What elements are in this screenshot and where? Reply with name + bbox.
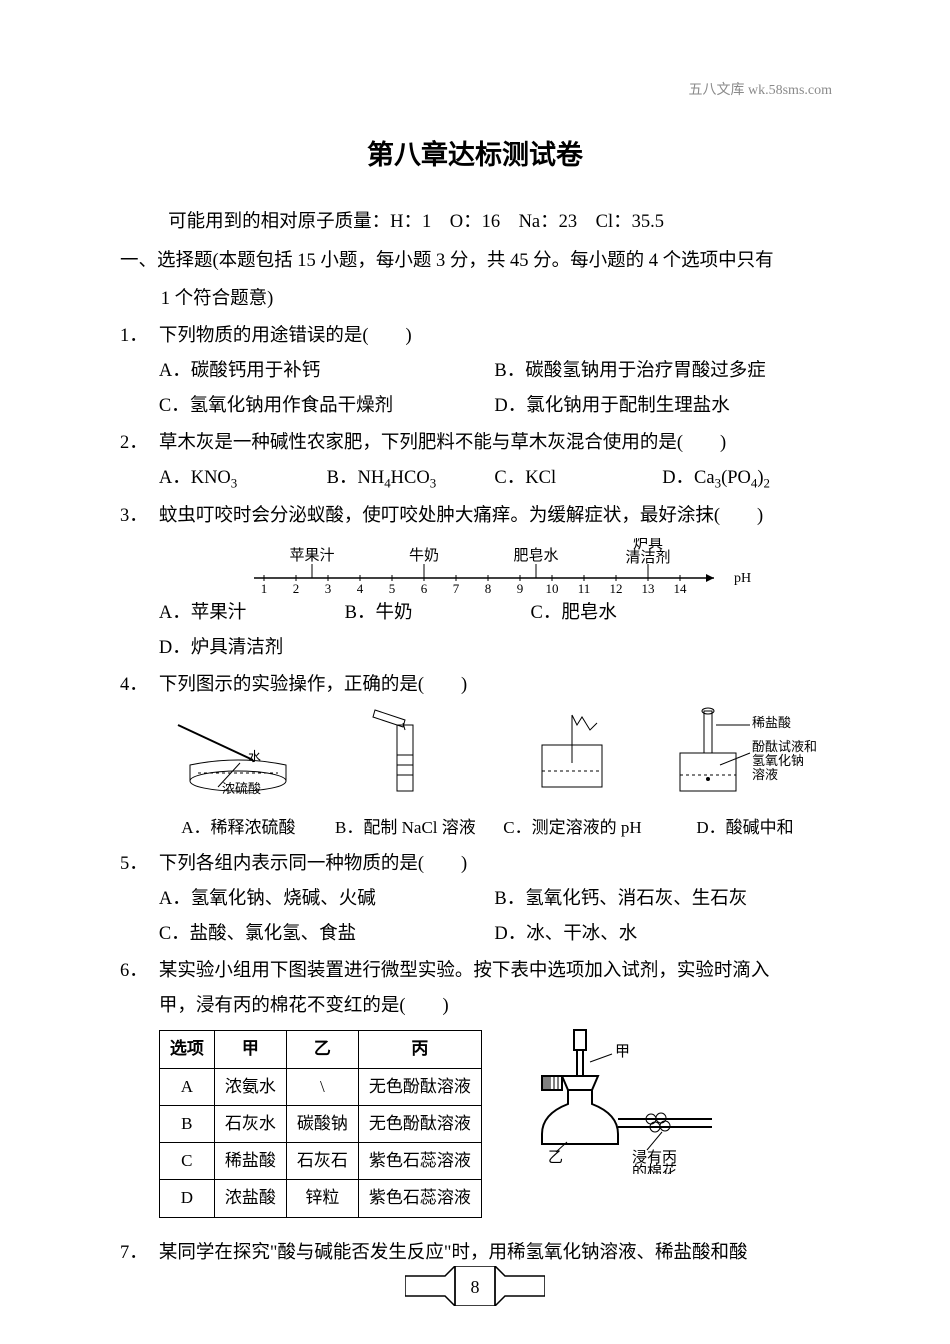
question-2: 2． 草木灰是一种碱性农家肥，下列肥料不能与草木灰混合使用的是( ): [120, 426, 830, 461]
q4-number: 4．: [120, 668, 159, 703]
svg-text:10: 10: [546, 581, 559, 596]
q4-cap-a: A．稀释浓硫酸: [159, 812, 318, 844]
watermark: 五八文库 wk.58sms.com: [689, 78, 833, 105]
q1-opt-c: C．氢氧化钠用作食品干燥剂: [159, 389, 495, 424]
question-4: 4． 下列图示的实验操作，正确的是( ): [120, 668, 830, 703]
q7-number: 7．: [120, 1236, 159, 1271]
q2-text: 草木灰是一种碱性农家肥，下列肥料不能与草木灰混合使用的是( ): [159, 426, 830, 461]
q4-cap-b: B．配制 NaCl 溶液: [326, 812, 485, 844]
q4-fig-c: C．测定溶液的 pH: [493, 705, 652, 844]
page-title: 第八章达标测试卷: [120, 130, 830, 181]
q1-opt-a: A．碳酸钙用于补钙: [159, 354, 495, 389]
ph-scale-svg: 1 2 3 4 5 6 7 8 9 10 11 12 13 14 pH 苹果汁 …: [234, 538, 754, 598]
table-row: D 浓盐酸 锌粒 紫色石蕊溶液: [159, 1180, 481, 1217]
q2-options: A．KNO3 B．NH4HCO3 C．KCl D．Ca3(PO4)2: [120, 461, 830, 496]
svg-text:11: 11: [578, 581, 591, 596]
page-number: 8: [471, 1277, 480, 1297]
svg-text:2: 2: [293, 581, 300, 596]
q6-table: 选项 甲 乙 丙 A 浓氨水 \ 无色酚酞溶液 B 石灰水 碳酸钠 无色酚酞溶液…: [159, 1030, 482, 1217]
q3-opt-d: D．炉具清洁剂: [159, 631, 293, 666]
svg-text:浓硫酸: 浓硫酸: [222, 781, 261, 796]
question-6: 6． 某实验小组用下图装置进行微型实验。按下表中选项加入试剂，实验时滴入: [120, 954, 830, 989]
q6-text-line2: 甲，浸有丙的棉花不变红的是( ): [120, 989, 830, 1024]
q2-opt-c: C．KCl: [494, 461, 662, 496]
svg-text:7: 7: [453, 581, 460, 596]
th-yi: 乙: [286, 1031, 358, 1068]
svg-text:8: 8: [485, 581, 492, 596]
svg-text:9: 9: [517, 581, 524, 596]
q1-opt-b: B．碳酸氢钠用于治疗胃酸过多症: [494, 354, 830, 389]
svg-text:稀盐酸: 稀盐酸: [752, 715, 791, 730]
svg-text:苹果汁: 苹果汁: [290, 547, 335, 564]
q4-fig-b: B．配制 NaCl 溶液: [326, 705, 485, 844]
q4-figures: 水 浓硫酸 A．稀释浓硫酸 B．配制 NaCl 溶液 C．测定溶液的 pH: [120, 705, 830, 844]
table-row: C 稀盐酸 石灰石 紫色石蕊溶液: [159, 1143, 481, 1180]
section-1-line1: 一、选择题(本题包括 15 小题，每小题 3 分，共 45 分。每小题的 4 个…: [120, 244, 830, 279]
q5-opt-d: D．冰、干冰、水: [494, 917, 830, 952]
svg-text:清洁剂: 清洁剂: [626, 549, 671, 566]
q5-opt-b: B．氢氧化钙、消石灰、生石灰: [494, 882, 830, 917]
q4-text: 下列图示的实验操作，正确的是( ): [159, 668, 830, 703]
q3-opt-c: C．肥皂水: [531, 596, 692, 631]
svg-text:5: 5: [389, 581, 396, 596]
q6-number: 6．: [120, 954, 159, 989]
th-option: 选项: [159, 1031, 214, 1068]
svg-text:pH: pH: [734, 571, 751, 586]
th-jia: 甲: [214, 1031, 286, 1068]
q6-text: 某实验小组用下图装置进行微型实验。按下表中选项加入试剂，实验时滴入: [159, 954, 830, 989]
q3-options: A．苹果汁 B．牛奶 C．肥皂水 D．炉具清洁剂: [120, 596, 830, 666]
q5-text: 下列各组内表示同一种物质的是( ): [159, 847, 830, 882]
svg-text:乙: 乙: [548, 1150, 563, 1166]
page-number-badge: 8: [405, 1266, 545, 1306]
svg-text:4: 4: [357, 581, 364, 596]
svg-text:14: 14: [674, 581, 688, 596]
q6-apparatus-svg: 甲 乙 浸有丙 的棉花: [512, 1024, 742, 1174]
q4-cap-c: C．测定溶液的 pH: [493, 812, 652, 844]
svg-text:氢氧化钠: 氢氧化钠: [752, 753, 804, 768]
table-row: B 石灰水 碳酸钠 无色酚酞溶液: [159, 1105, 481, 1142]
q5-number: 5．: [120, 847, 159, 882]
q1-opt-d: D．氯化钠用于配制生理盐水: [494, 389, 830, 424]
svg-text:的棉花: 的棉花: [632, 1163, 677, 1174]
q2-number: 2．: [120, 426, 159, 461]
svg-text:12: 12: [610, 581, 623, 596]
q2-opt-a: A．KNO3: [159, 461, 327, 496]
q3-number: 3．: [120, 499, 159, 534]
question-5: 5． 下列各组内表示同一种物质的是( ): [120, 847, 830, 882]
th-bing: 丙: [358, 1031, 481, 1068]
q4-fig-a: 水 浓硫酸 A．稀释浓硫酸: [159, 705, 318, 844]
q3-ph-figure: 1 2 3 4 5 6 7 8 9 10 11 12 13 14 pH 苹果汁 …: [120, 538, 830, 598]
svg-text:6: 6: [421, 581, 428, 596]
q6-content-row: 选项 甲 乙 丙 A 浓氨水 \ 无色酚酞溶液 B 石灰水 碳酸钠 无色酚酞溶液…: [120, 1024, 830, 1217]
svg-text:13: 13: [642, 581, 655, 596]
svg-text:溶液: 溶液: [752, 767, 778, 782]
question-3: 3． 蚊虫叮咬时会分泌蚁酸，使叮咬处肿大痛痒。为缓解症状，最好涂抹( ): [120, 499, 830, 534]
question-1: 1． 下列物质的用途错误的是( ): [120, 319, 830, 354]
atomic-masses: 可能用到的相对原子质量：H：1 O：16 Na：23 Cl：35.5: [120, 205, 830, 240]
q3-opt-a: A．苹果汁: [159, 596, 340, 631]
q2-opt-b: B．NH4HCO3: [327, 461, 495, 496]
q5-opt-c: C．盐酸、氯化氢、食盐: [159, 917, 495, 952]
table-row: A 浓氨水 \ 无色酚酞溶液: [159, 1068, 481, 1105]
q1-options: A．碳酸钙用于补钙 B．碳酸氢钠用于治疗胃酸过多症 C．氢氧化钠用作食品干燥剂 …: [120, 354, 830, 424]
svg-text:1: 1: [261, 581, 268, 596]
q4-cap-d: D．酸碱中和: [660, 812, 830, 844]
q5-opt-a: A．氢氧化钠、烧碱、火碱: [159, 882, 495, 917]
q3-opt-b: B．牛奶: [345, 596, 526, 631]
svg-text:水: 水: [248, 749, 261, 764]
svg-text:牛奶: 牛奶: [409, 547, 439, 564]
svg-text:3: 3: [325, 581, 332, 596]
q1-text: 下列物质的用途错误的是( ): [159, 319, 830, 354]
svg-text:甲: 甲: [615, 1044, 630, 1060]
q1-number: 1．: [120, 319, 159, 354]
q3-text: 蚊虫叮咬时会分泌蚁酸，使叮咬处肿大痛痒。为缓解症状，最好涂抹( ): [159, 499, 830, 534]
q4-fig-d: 稀盐酸 酚酞试液和 氢氧化钠 溶液 D．酸碱中和: [660, 705, 830, 844]
section-1-line2: 1 个符合题意): [120, 282, 830, 317]
svg-text:酚酞试液和: 酚酞试液和: [752, 739, 817, 754]
svg-text:肥皂水: 肥皂水: [514, 547, 559, 564]
q2-opt-d: D．Ca3(PO4)2: [662, 461, 830, 496]
q5-options: A．氢氧化钠、烧碱、火碱 B．氢氧化钙、消石灰、生石灰 C．盐酸、氯化氢、食盐 …: [120, 882, 830, 952]
table-header-row: 选项 甲 乙 丙: [159, 1031, 481, 1068]
